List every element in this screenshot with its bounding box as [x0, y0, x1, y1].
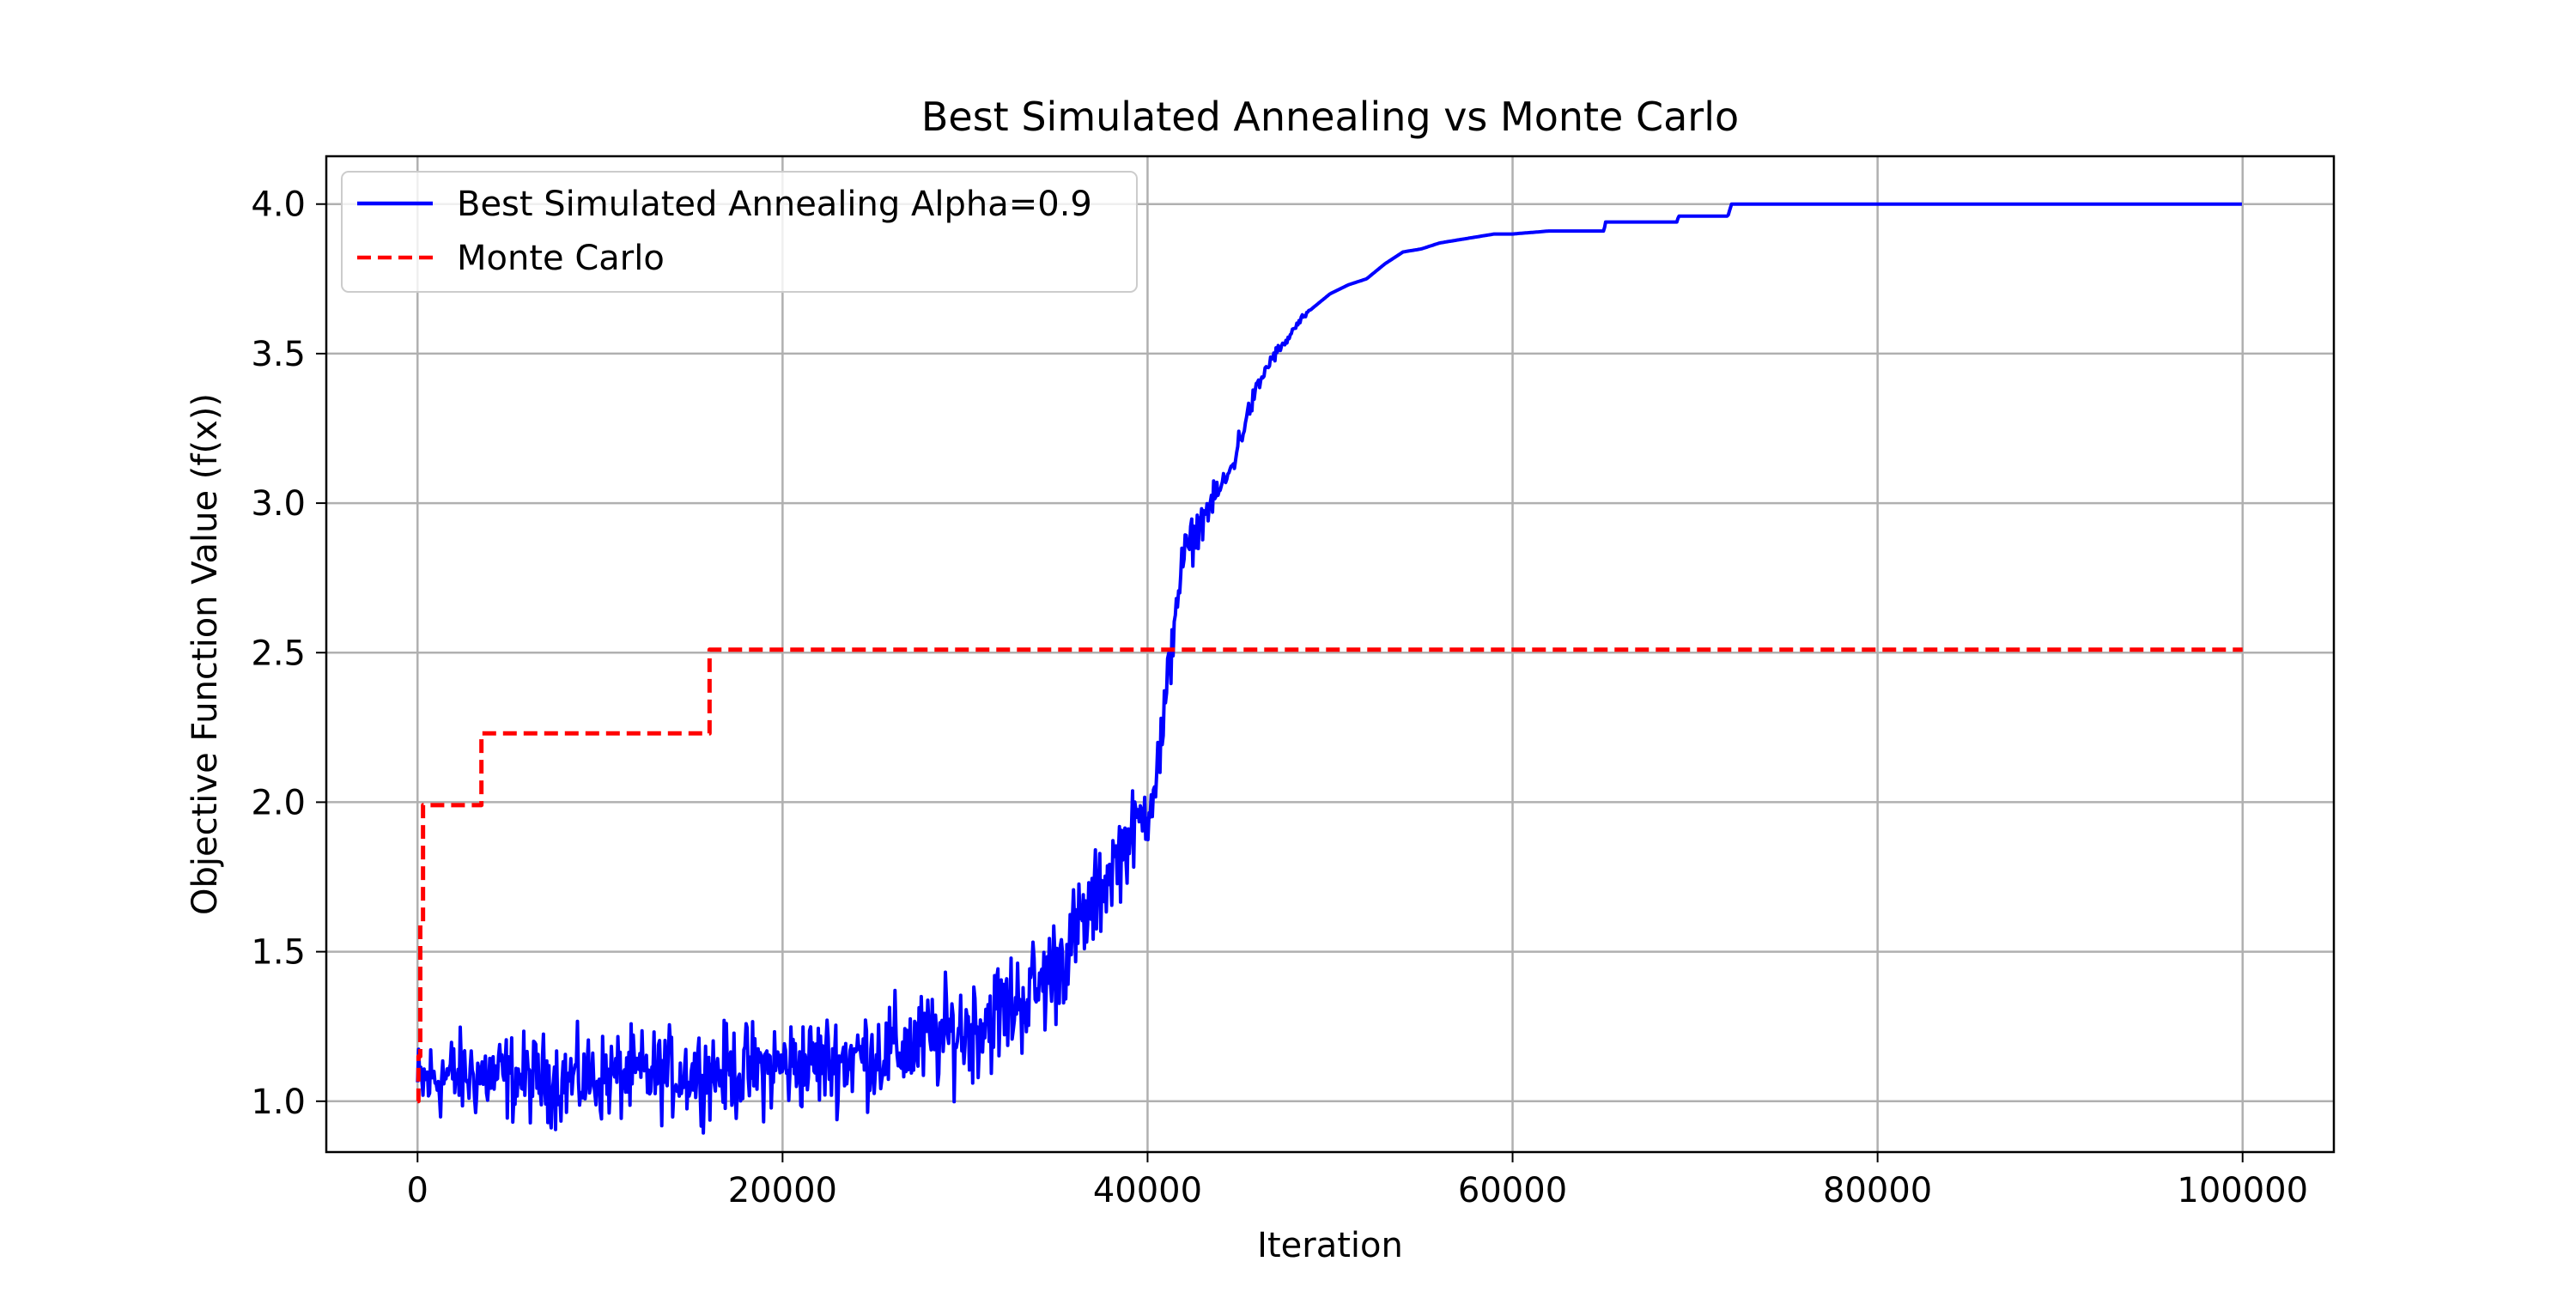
y-tick-label: 2.5 — [251, 634, 306, 673]
y-tick-label: 3.0 — [251, 484, 306, 524]
y-axis-label: Objective Function Value (f(x)) — [185, 393, 225, 915]
chart-title: Best Simulated Annealing vs Monte Carlo — [921, 94, 1739, 140]
legend-label-simulated-annealing: Best Simulated Annealing Alpha=0.9 — [457, 185, 1092, 224]
x-tick-label: 20000 — [728, 1171, 837, 1210]
legend-label-monte-carlo: Monte Carlo — [457, 239, 665, 278]
series-layer — [416, 202, 2243, 1135]
y-tick-label: 2.0 — [251, 783, 306, 822]
x-axis-label: Iteration — [1257, 1226, 1403, 1265]
x-tick-label: 60000 — [1458, 1171, 1567, 1210]
x-tick-label: 80000 — [1823, 1171, 1932, 1210]
series-line-simulated-annealing — [416, 202, 2243, 1135]
y-tick-label: 1.0 — [251, 1083, 306, 1122]
legend: Best Simulated Annealing Alpha=0.9 Monte… — [341, 171, 1138, 293]
axis-layer: 0 20000 40000 60000 80000 100000 1.0 1.5 2.0 2.5 3… — [251, 185, 2308, 1210]
plot-area-background — [326, 156, 2334, 1152]
x-tick-label: 100000 — [2177, 1171, 2308, 1210]
x-tick-label: 0 — [407, 1171, 428, 1210]
y-tick-label: 4.0 — [251, 185, 306, 225]
y-tick-label: 1.5 — [251, 933, 306, 973]
y-tick-label: 3.5 — [251, 335, 306, 374]
legend-box — [341, 171, 1138, 293]
x-tick-label: 40000 — [1093, 1171, 1202, 1210]
plot-frame — [325, 155, 2336, 1154]
